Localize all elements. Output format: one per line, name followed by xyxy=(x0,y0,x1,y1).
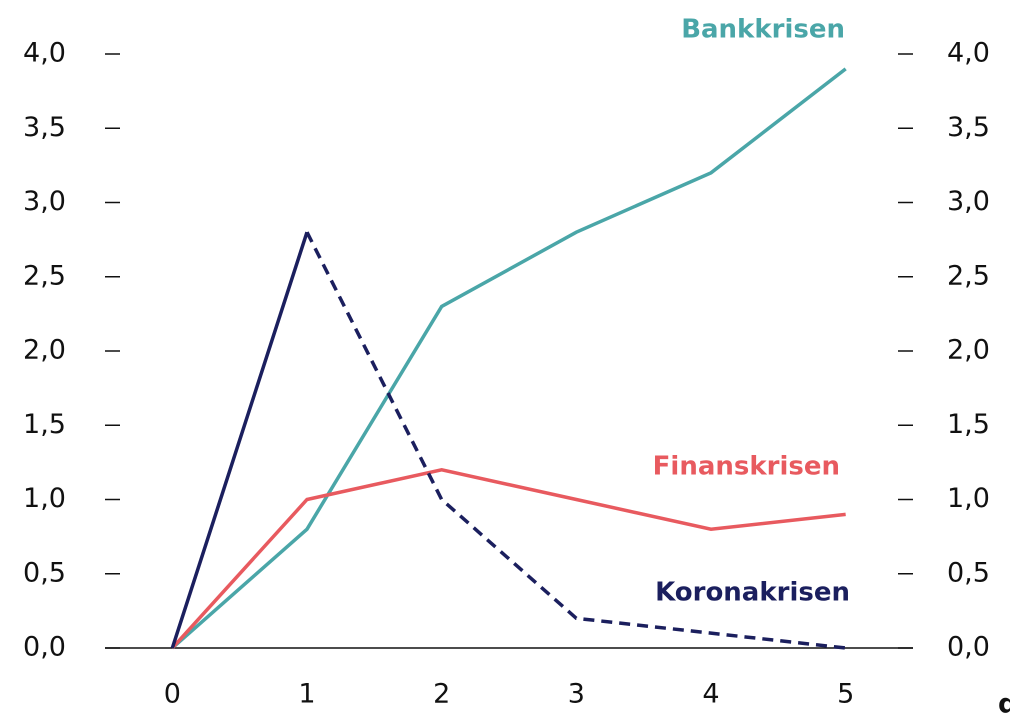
x-axis-label: d xyxy=(998,689,1010,719)
x-tick-label: 4 xyxy=(702,679,719,710)
series-label: Koronakrisen xyxy=(655,578,850,608)
y2-tick-label: 3,0 xyxy=(947,186,990,217)
series-label: Bankkrisen xyxy=(681,15,845,45)
x-tick-label: 2 xyxy=(433,679,450,710)
series-line xyxy=(305,231,846,650)
y-tick-label: 3,0 xyxy=(23,186,66,217)
y-tick-label: 1,0 xyxy=(23,483,66,514)
series-label: Finanskrisen xyxy=(653,452,840,482)
y2-tick-label: 3,5 xyxy=(947,112,990,143)
y-tick-label: 0,0 xyxy=(23,632,66,663)
y2-tick-label: 1,5 xyxy=(947,409,990,440)
y2-tick-label: 2,0 xyxy=(947,335,990,366)
y2-tick-label: 4,0 xyxy=(947,38,990,69)
series-line xyxy=(171,468,846,650)
y2-tick-label: 2,5 xyxy=(947,260,990,291)
series-line xyxy=(170,231,309,649)
y-tick-label: 2,5 xyxy=(23,260,66,291)
x-tick-label: 5 xyxy=(837,679,854,710)
y-tick-label: 4,0 xyxy=(23,38,66,69)
x-tick-label: 0 xyxy=(164,679,181,710)
series-line xyxy=(171,67,847,650)
x-tick-label: 3 xyxy=(568,679,585,710)
y-tick-label: 0,5 xyxy=(23,557,66,588)
y2-tick-label: 0,5 xyxy=(947,557,990,588)
y2-tick-label: 0,0 xyxy=(947,632,990,663)
y-tick-label: 2,0 xyxy=(23,335,66,366)
y-tick-label: 3,5 xyxy=(23,112,66,143)
y2-tick-label: 1,0 xyxy=(947,483,990,514)
x-tick-label: 1 xyxy=(298,679,315,710)
y-tick-label: 1,5 xyxy=(23,409,66,440)
